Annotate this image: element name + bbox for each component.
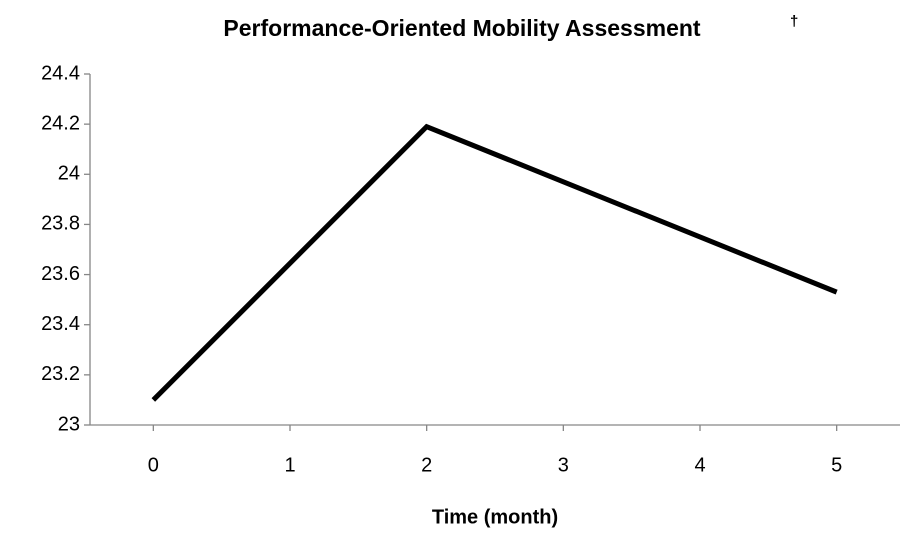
x-tick-label: 2 — [421, 454, 432, 476]
x-axis-label: Time (month) — [432, 506, 558, 528]
x-tick-label: 0 — [148, 454, 159, 476]
y-tick-label: 23 — [58, 413, 80, 435]
chart-title: Performance-Oriented Mobility Assessment — [223, 15, 701, 41]
y-tick-label: 23.2 — [41, 363, 80, 385]
x-tick-label: 1 — [284, 454, 295, 476]
y-tick-label: 23.4 — [41, 313, 80, 335]
y-tick-label: 24 — [58, 163, 80, 185]
y-tick-label: 23.8 — [41, 213, 80, 235]
title-note: † — [790, 13, 798, 30]
line — [151, 123, 838, 402]
y-tick-label: 23.6 — [41, 263, 80, 285]
y-tick-label: 24.4 — [41, 62, 80, 84]
x-tick-label: 4 — [694, 454, 705, 476]
x-tick-label: 3 — [558, 454, 569, 476]
y-tick-label: 24.2 — [41, 112, 80, 134]
x-tick-label: 5 — [831, 454, 842, 476]
